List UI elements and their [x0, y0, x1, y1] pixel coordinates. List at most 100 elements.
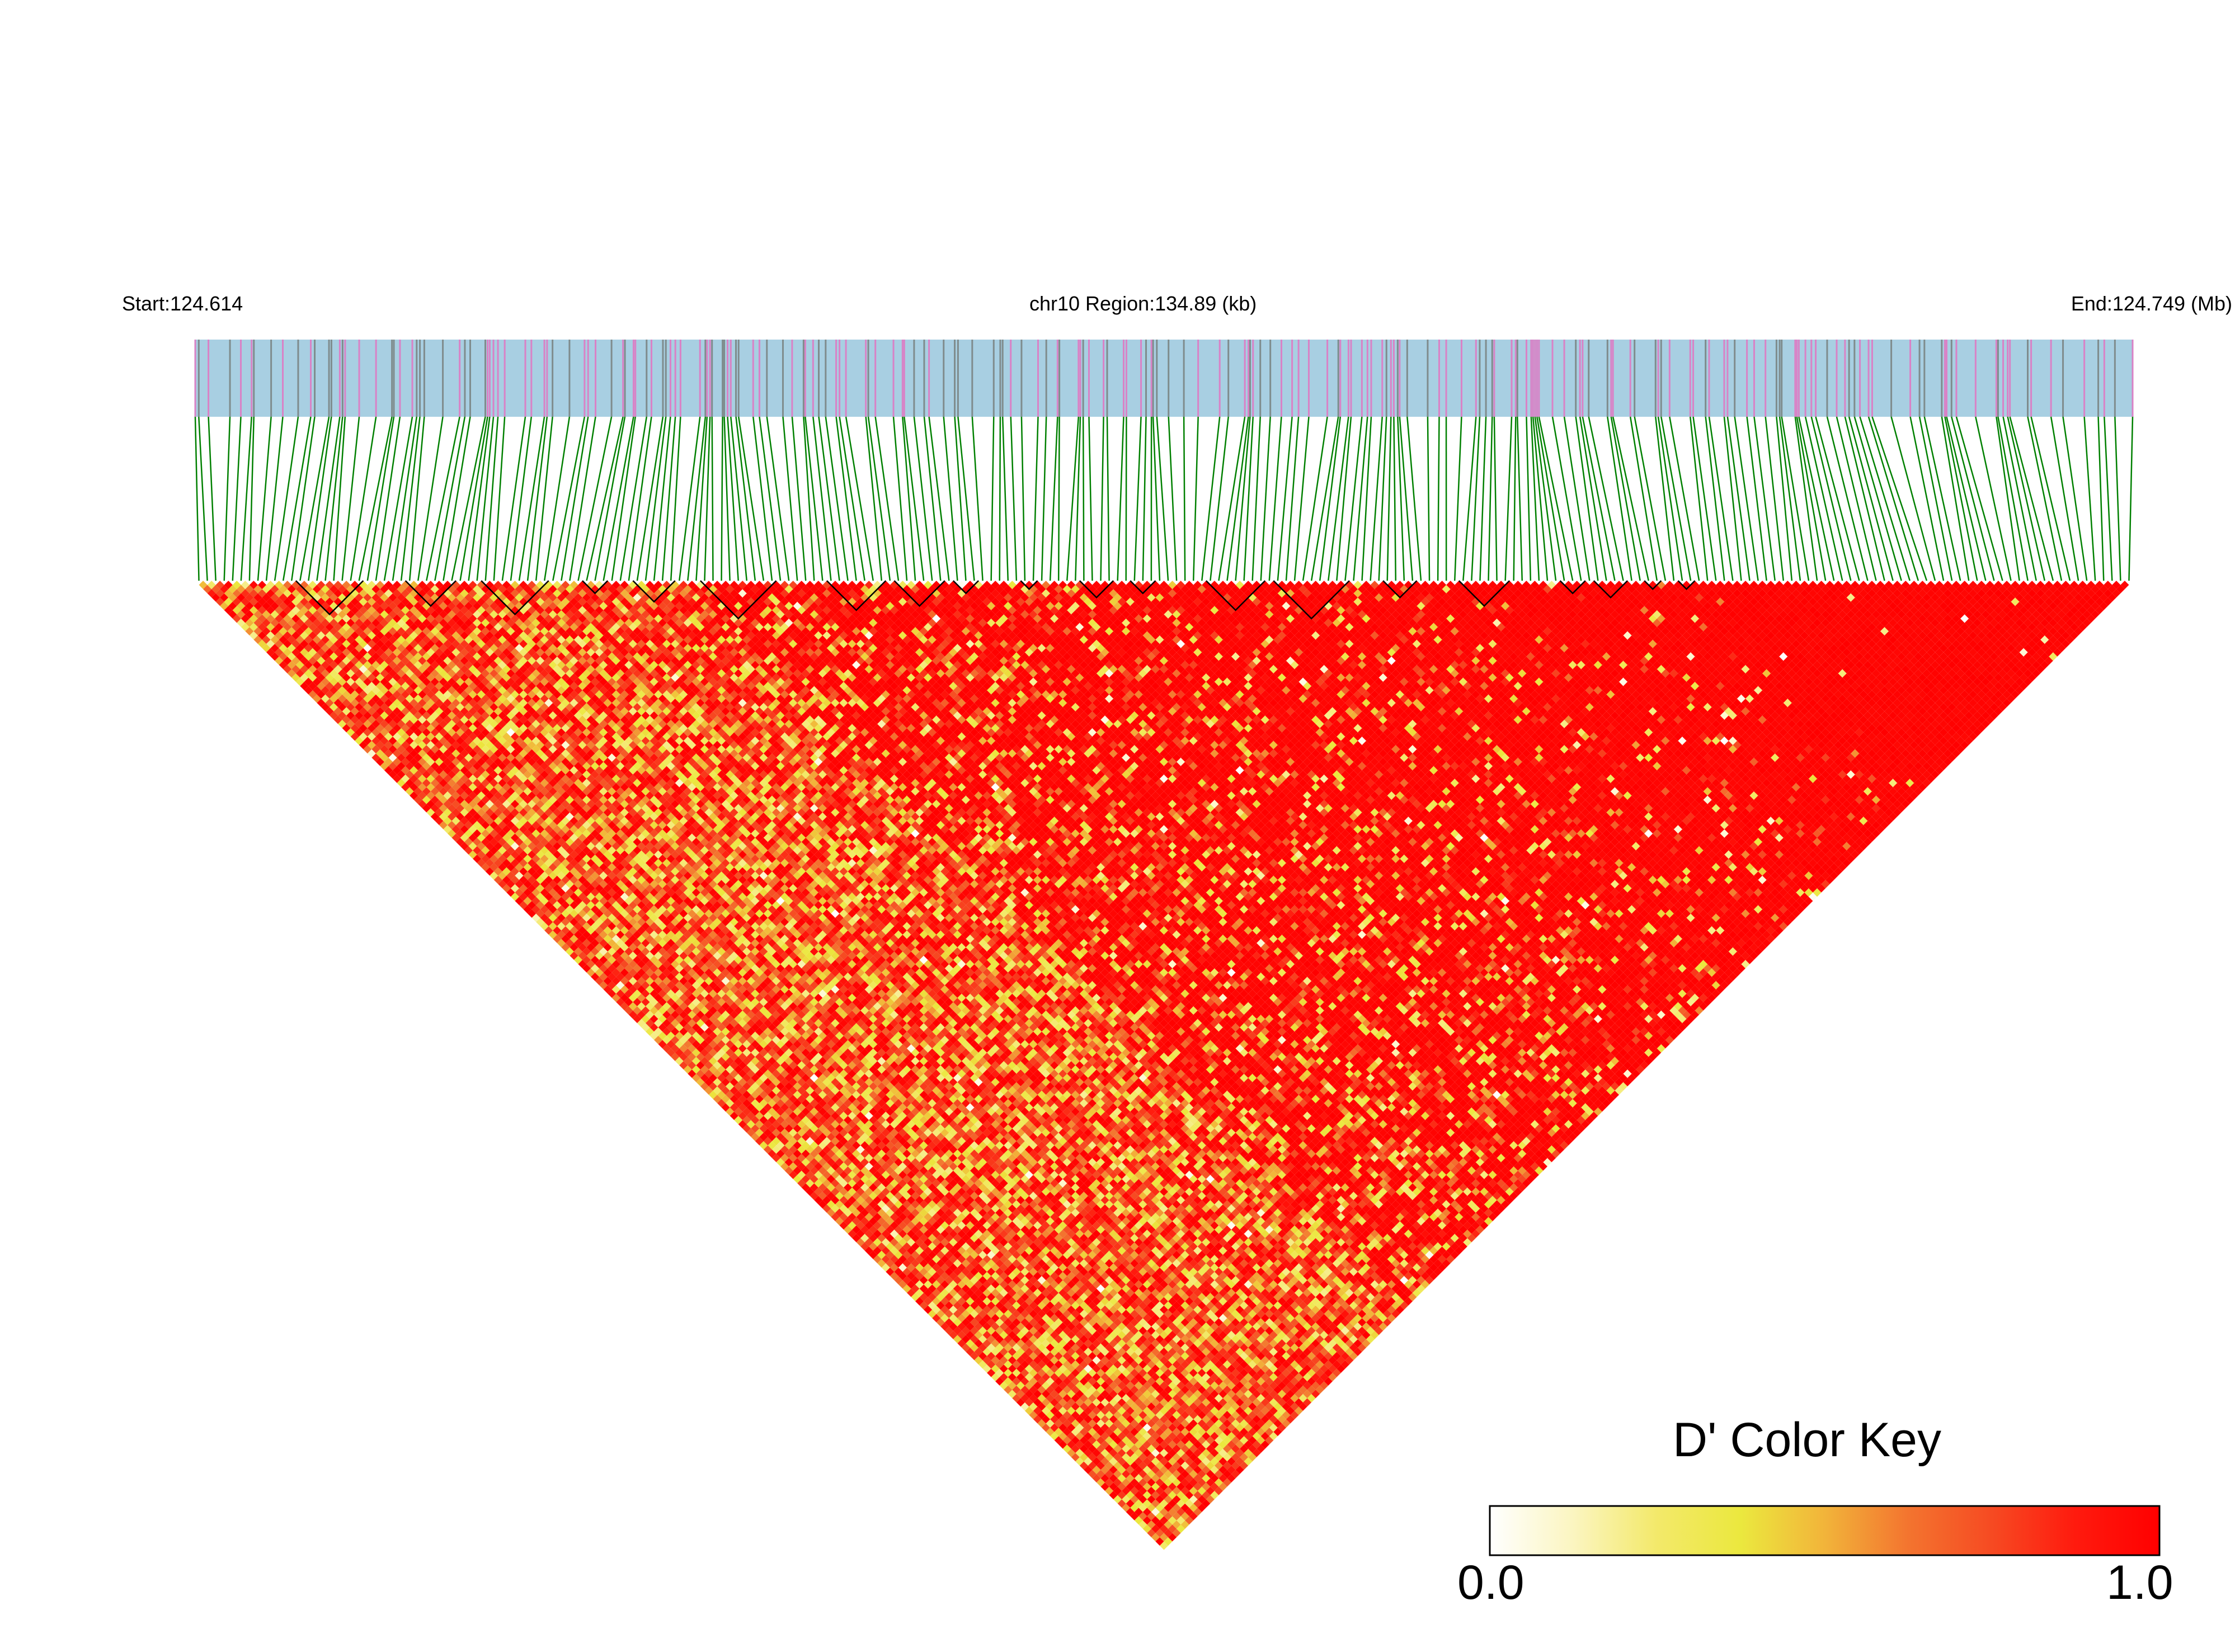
snp-connector	[1919, 417, 1952, 581]
snp-connector	[1394, 417, 1395, 581]
snp-connector	[1911, 417, 1944, 581]
snp-connector-lines	[195, 417, 2133, 581]
snp-connector	[1658, 417, 1682, 581]
snp-connector	[1353, 417, 1367, 581]
snp-connector	[846, 417, 873, 581]
snp-connector	[1655, 417, 1674, 581]
snp-connector	[991, 417, 994, 581]
snp-connector	[1033, 417, 1038, 581]
snp-connector	[1811, 417, 1851, 581]
snp-connector	[792, 417, 806, 581]
snp-connector	[1169, 417, 1177, 581]
snp-connector	[1261, 417, 1271, 581]
snp-connector	[1463, 417, 1476, 581]
snp-connector	[671, 417, 680, 581]
snp-connector	[1058, 417, 1059, 581]
snp-connector	[368, 417, 394, 581]
snp-connector	[1635, 417, 1665, 581]
snp-connector	[722, 417, 723, 581]
ld-heatmap-cells	[199, 581, 2129, 1550]
snp-connector	[1526, 417, 1530, 581]
snp-connector	[1253, 417, 1260, 581]
snp-connector	[1011, 417, 1017, 581]
snp-connector	[637, 417, 663, 581]
snp-connector	[595, 417, 625, 581]
snp-connector	[209, 417, 216, 581]
snp-connector	[1083, 417, 1084, 581]
snp-connector	[1218, 417, 1245, 581]
snp-connector	[2115, 417, 2120, 581]
snp-connector	[1050, 417, 1057, 581]
snp-connector	[1471, 417, 1480, 581]
snp-connector	[1022, 417, 1025, 581]
snp-connector	[2085, 417, 2096, 581]
snp-connector	[1407, 417, 1421, 581]
snp-connector	[1795, 417, 1817, 581]
snp-connector	[1135, 417, 1141, 581]
snp-connector	[1837, 417, 1876, 581]
snp-connector	[1428, 417, 1429, 581]
snp-connector	[972, 417, 983, 581]
snp-connector	[1517, 417, 1522, 581]
snp-connector	[1143, 417, 1146, 581]
snp-connector	[426, 417, 459, 581]
snp-connector	[1505, 417, 1512, 581]
snp-connector	[1494, 417, 1497, 581]
snp-connector	[1003, 417, 1008, 581]
snp-connector	[342, 417, 359, 581]
snp-connector	[840, 417, 865, 581]
snp-connector	[1126, 417, 1127, 581]
snp-connector	[199, 417, 207, 581]
snp-connector	[1184, 417, 1185, 581]
snp-connector	[604, 417, 634, 581]
snp-connector	[805, 417, 822, 581]
snp-connector	[195, 417, 199, 581]
snp-connector	[1387, 417, 1391, 581]
snp-connector	[1869, 417, 1918, 581]
snp-connector	[1849, 417, 1893, 581]
snp-connector	[836, 417, 857, 581]
snp-connector	[1455, 417, 1461, 581]
snp-connector	[460, 417, 488, 581]
snp-connector	[738, 417, 764, 581]
snp-connector	[300, 417, 329, 581]
snp-connector	[1489, 417, 1493, 581]
snp-connector	[1480, 417, 1486, 581]
snp-connector	[1101, 417, 1104, 581]
snp-connector	[233, 417, 241, 581]
snp-connector	[712, 417, 713, 581]
snp-connector	[1193, 417, 1198, 581]
snp-connector	[2104, 417, 2112, 581]
snp-connector	[1537, 417, 1564, 581]
snp-connector	[1438, 417, 1439, 581]
snp-connector	[283, 417, 310, 581]
snp-connector	[1975, 417, 2011, 581]
snp-connector	[1611, 417, 1640, 581]
snp-connector	[1089, 417, 1092, 581]
snp-connector	[914, 417, 932, 581]
snp-connector	[1891, 417, 1935, 581]
snp-connector	[1210, 417, 1228, 581]
snp-connector	[803, 417, 814, 581]
snp-connector	[224, 417, 230, 581]
snp-connector	[1766, 417, 1784, 581]
snp-connector	[2098, 417, 2104, 581]
snp-connector	[662, 417, 675, 581]
snp-connector	[1607, 417, 1631, 581]
snp-connector	[1202, 417, 1220, 581]
snp-connector	[1872, 417, 1926, 581]
snp-connector	[1042, 417, 1046, 581]
snp-connector	[519, 417, 544, 581]
snp-connector	[1514, 417, 1516, 581]
snp-connector	[1362, 417, 1371, 581]
snp-connector	[2129, 417, 2133, 581]
snp-connector	[1669, 417, 1699, 581]
snp-connector	[2028, 417, 2062, 581]
snp-connector	[1320, 417, 1340, 581]
snp-connector	[1118, 417, 1124, 581]
snp-connector	[1661, 417, 1691, 581]
snp-connector	[1345, 417, 1362, 581]
snp-connector	[1860, 417, 1910, 581]
snp-connector	[1107, 417, 1109, 581]
